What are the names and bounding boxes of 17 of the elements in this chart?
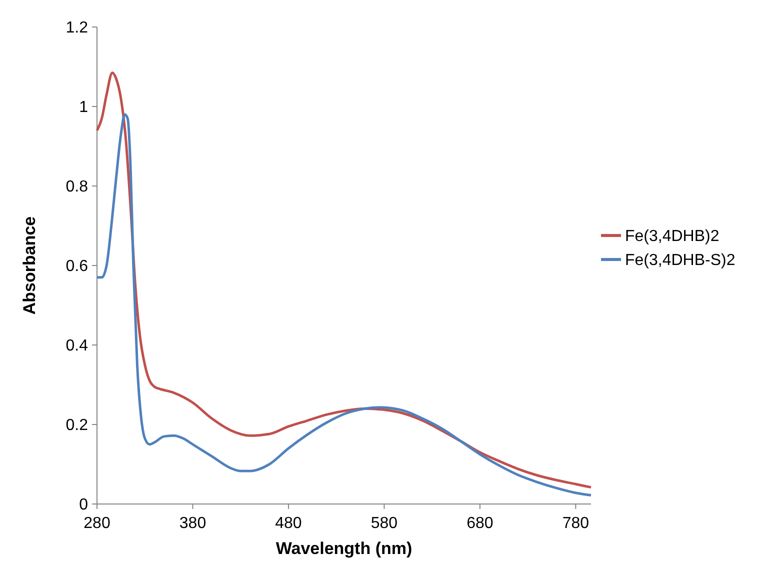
legend-label: Fe(3,4DHB)2 <box>625 228 720 246</box>
y-tick-label: 0.2 <box>66 417 88 434</box>
y-tick-label: 0 <box>79 496 88 514</box>
x-tick-label: 380 <box>179 515 206 532</box>
x-tick-label: 680 <box>466 515 494 532</box>
y-tick-label: 0.4 <box>66 338 88 355</box>
y-tick-label: 0.6 <box>66 258 88 276</box>
x-tick-label: 580 <box>370 515 398 532</box>
y-axis-title: Absorbance <box>20 216 39 315</box>
x-tick-label: 280 <box>84 515 110 532</box>
x-tick-label: 780 <box>562 515 590 532</box>
x-tick-label: 480 <box>275 515 302 532</box>
y-tick-label: 0.8 <box>66 178 88 196</box>
legend-label: Fe(3,4DHB-S)2 <box>625 252 736 270</box>
y-tick-label: 1.2 <box>66 20 88 37</box>
y-tick-label: 1 <box>79 99 88 116</box>
x-axis-title: Wavelength (nm) <box>276 539 412 558</box>
